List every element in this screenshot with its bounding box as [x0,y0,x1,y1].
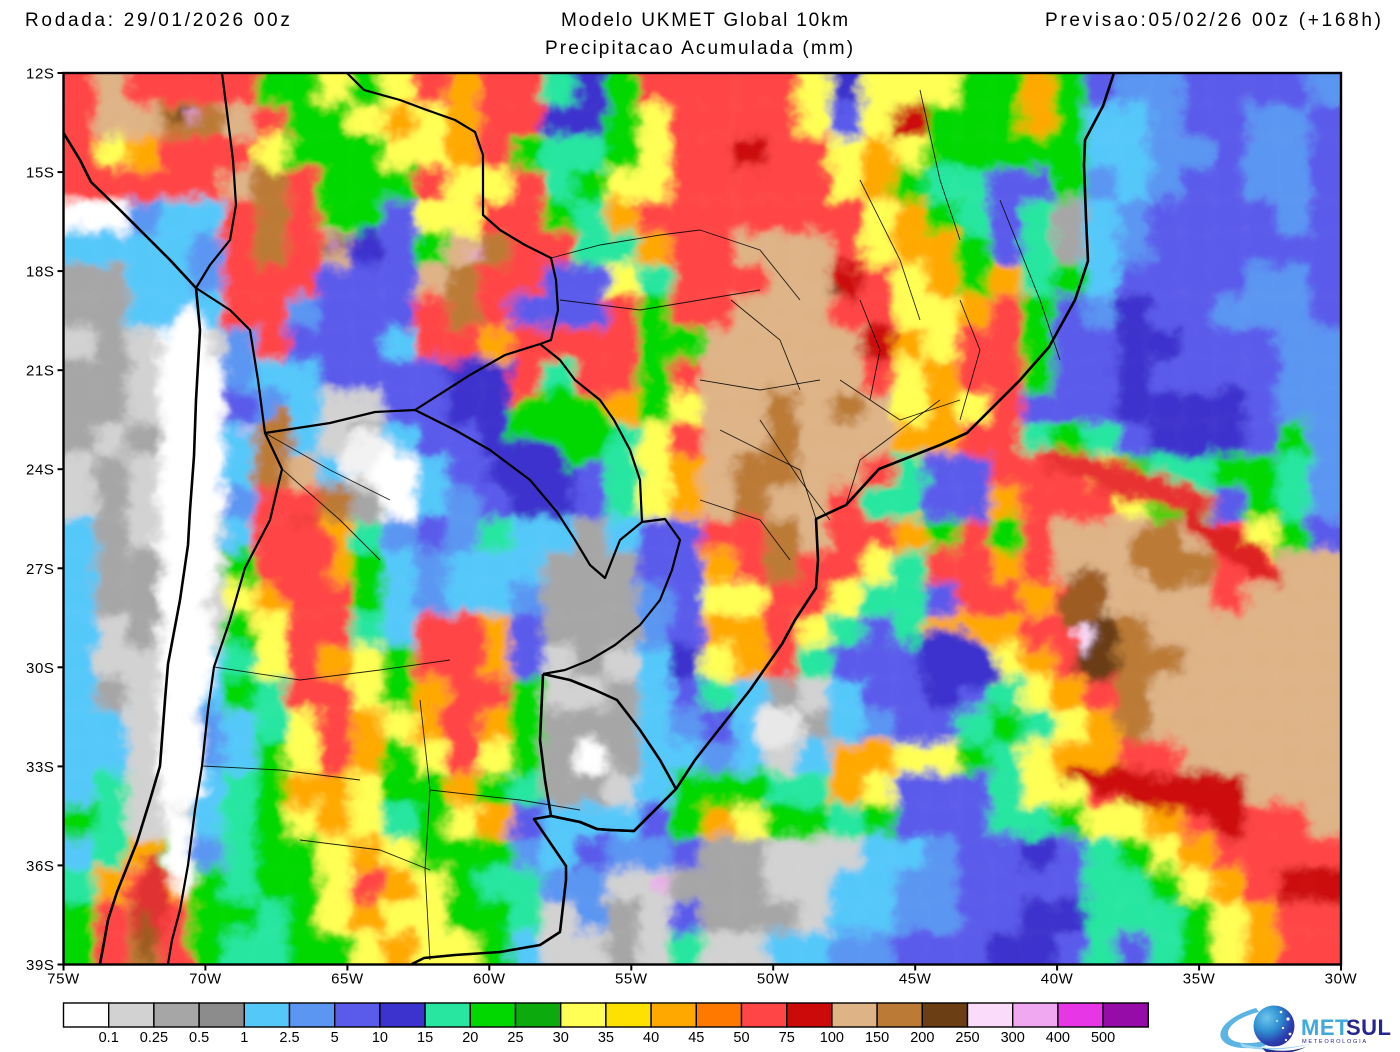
svg-text:45: 45 [688,1030,704,1046]
svg-text:75: 75 [779,1030,795,1046]
svg-text:35W: 35W [1183,971,1216,988]
svg-text:30W: 30W [1325,971,1358,988]
svg-text:36S: 36S [26,858,55,875]
svg-text:33S: 33S [26,759,55,776]
svg-text:Modelo UKMET Global 10km: Modelo UKMET Global 10km [561,10,850,31]
svg-text:30: 30 [553,1030,569,1046]
svg-text:24S: 24S [26,462,55,479]
svg-text:40W: 40W [1041,971,1074,988]
svg-text:Precipitacao Acumulada (mm): Precipitacao Acumulada (mm) [545,38,855,59]
svg-text:300: 300 [1001,1030,1025,1046]
svg-text:39S: 39S [26,957,55,974]
svg-text:70W: 70W [189,971,222,988]
svg-text:40: 40 [643,1030,659,1046]
svg-text:60W: 60W [473,971,506,988]
svg-text:15S: 15S [26,165,55,182]
svg-text:MET: MET [1301,1015,1349,1040]
svg-text:250: 250 [955,1030,979,1046]
svg-text:Previsao:05/02/26 00z (+168h): Previsao:05/02/26 00z (+168h) [1045,10,1384,31]
svg-text:150: 150 [865,1030,889,1046]
svg-text:25: 25 [507,1030,523,1046]
svg-text:15: 15 [417,1030,433,1046]
svg-text:2.5: 2.5 [279,1030,299,1046]
svg-text:1: 1 [240,1030,248,1046]
svg-text:50: 50 [733,1030,749,1046]
svg-text:400: 400 [1046,1030,1070,1046]
svg-text:0.1: 0.1 [99,1030,119,1046]
svg-text:45W: 45W [899,971,932,988]
svg-text:30S: 30S [26,660,55,677]
svg-text:21S: 21S [26,363,55,380]
svg-text:500: 500 [1091,1030,1115,1046]
svg-text:55W: 55W [615,971,648,988]
svg-text:Rodada: 29/01/2026 00z: Rodada: 29/01/2026 00z [25,10,293,31]
svg-text:100: 100 [820,1030,844,1046]
svg-text:SUL: SUL [1346,1015,1392,1040]
svg-text:50W: 50W [757,971,790,988]
svg-text:METEOROLOGIA: METEOROLOGIA [1302,1039,1368,1045]
svg-text:18S: 18S [26,264,55,281]
svg-text:0.25: 0.25 [140,1030,168,1046]
svg-text:20: 20 [462,1030,478,1046]
svg-text:35: 35 [598,1030,614,1046]
svg-text:75W: 75W [47,971,80,988]
svg-text:10: 10 [372,1030,388,1046]
svg-text:5: 5 [331,1030,339,1046]
svg-text:12S: 12S [26,66,55,83]
svg-text:0.5: 0.5 [189,1030,209,1046]
svg-text:65W: 65W [331,971,364,988]
svg-text:200: 200 [910,1030,934,1046]
svg-text:27S: 27S [26,561,55,578]
